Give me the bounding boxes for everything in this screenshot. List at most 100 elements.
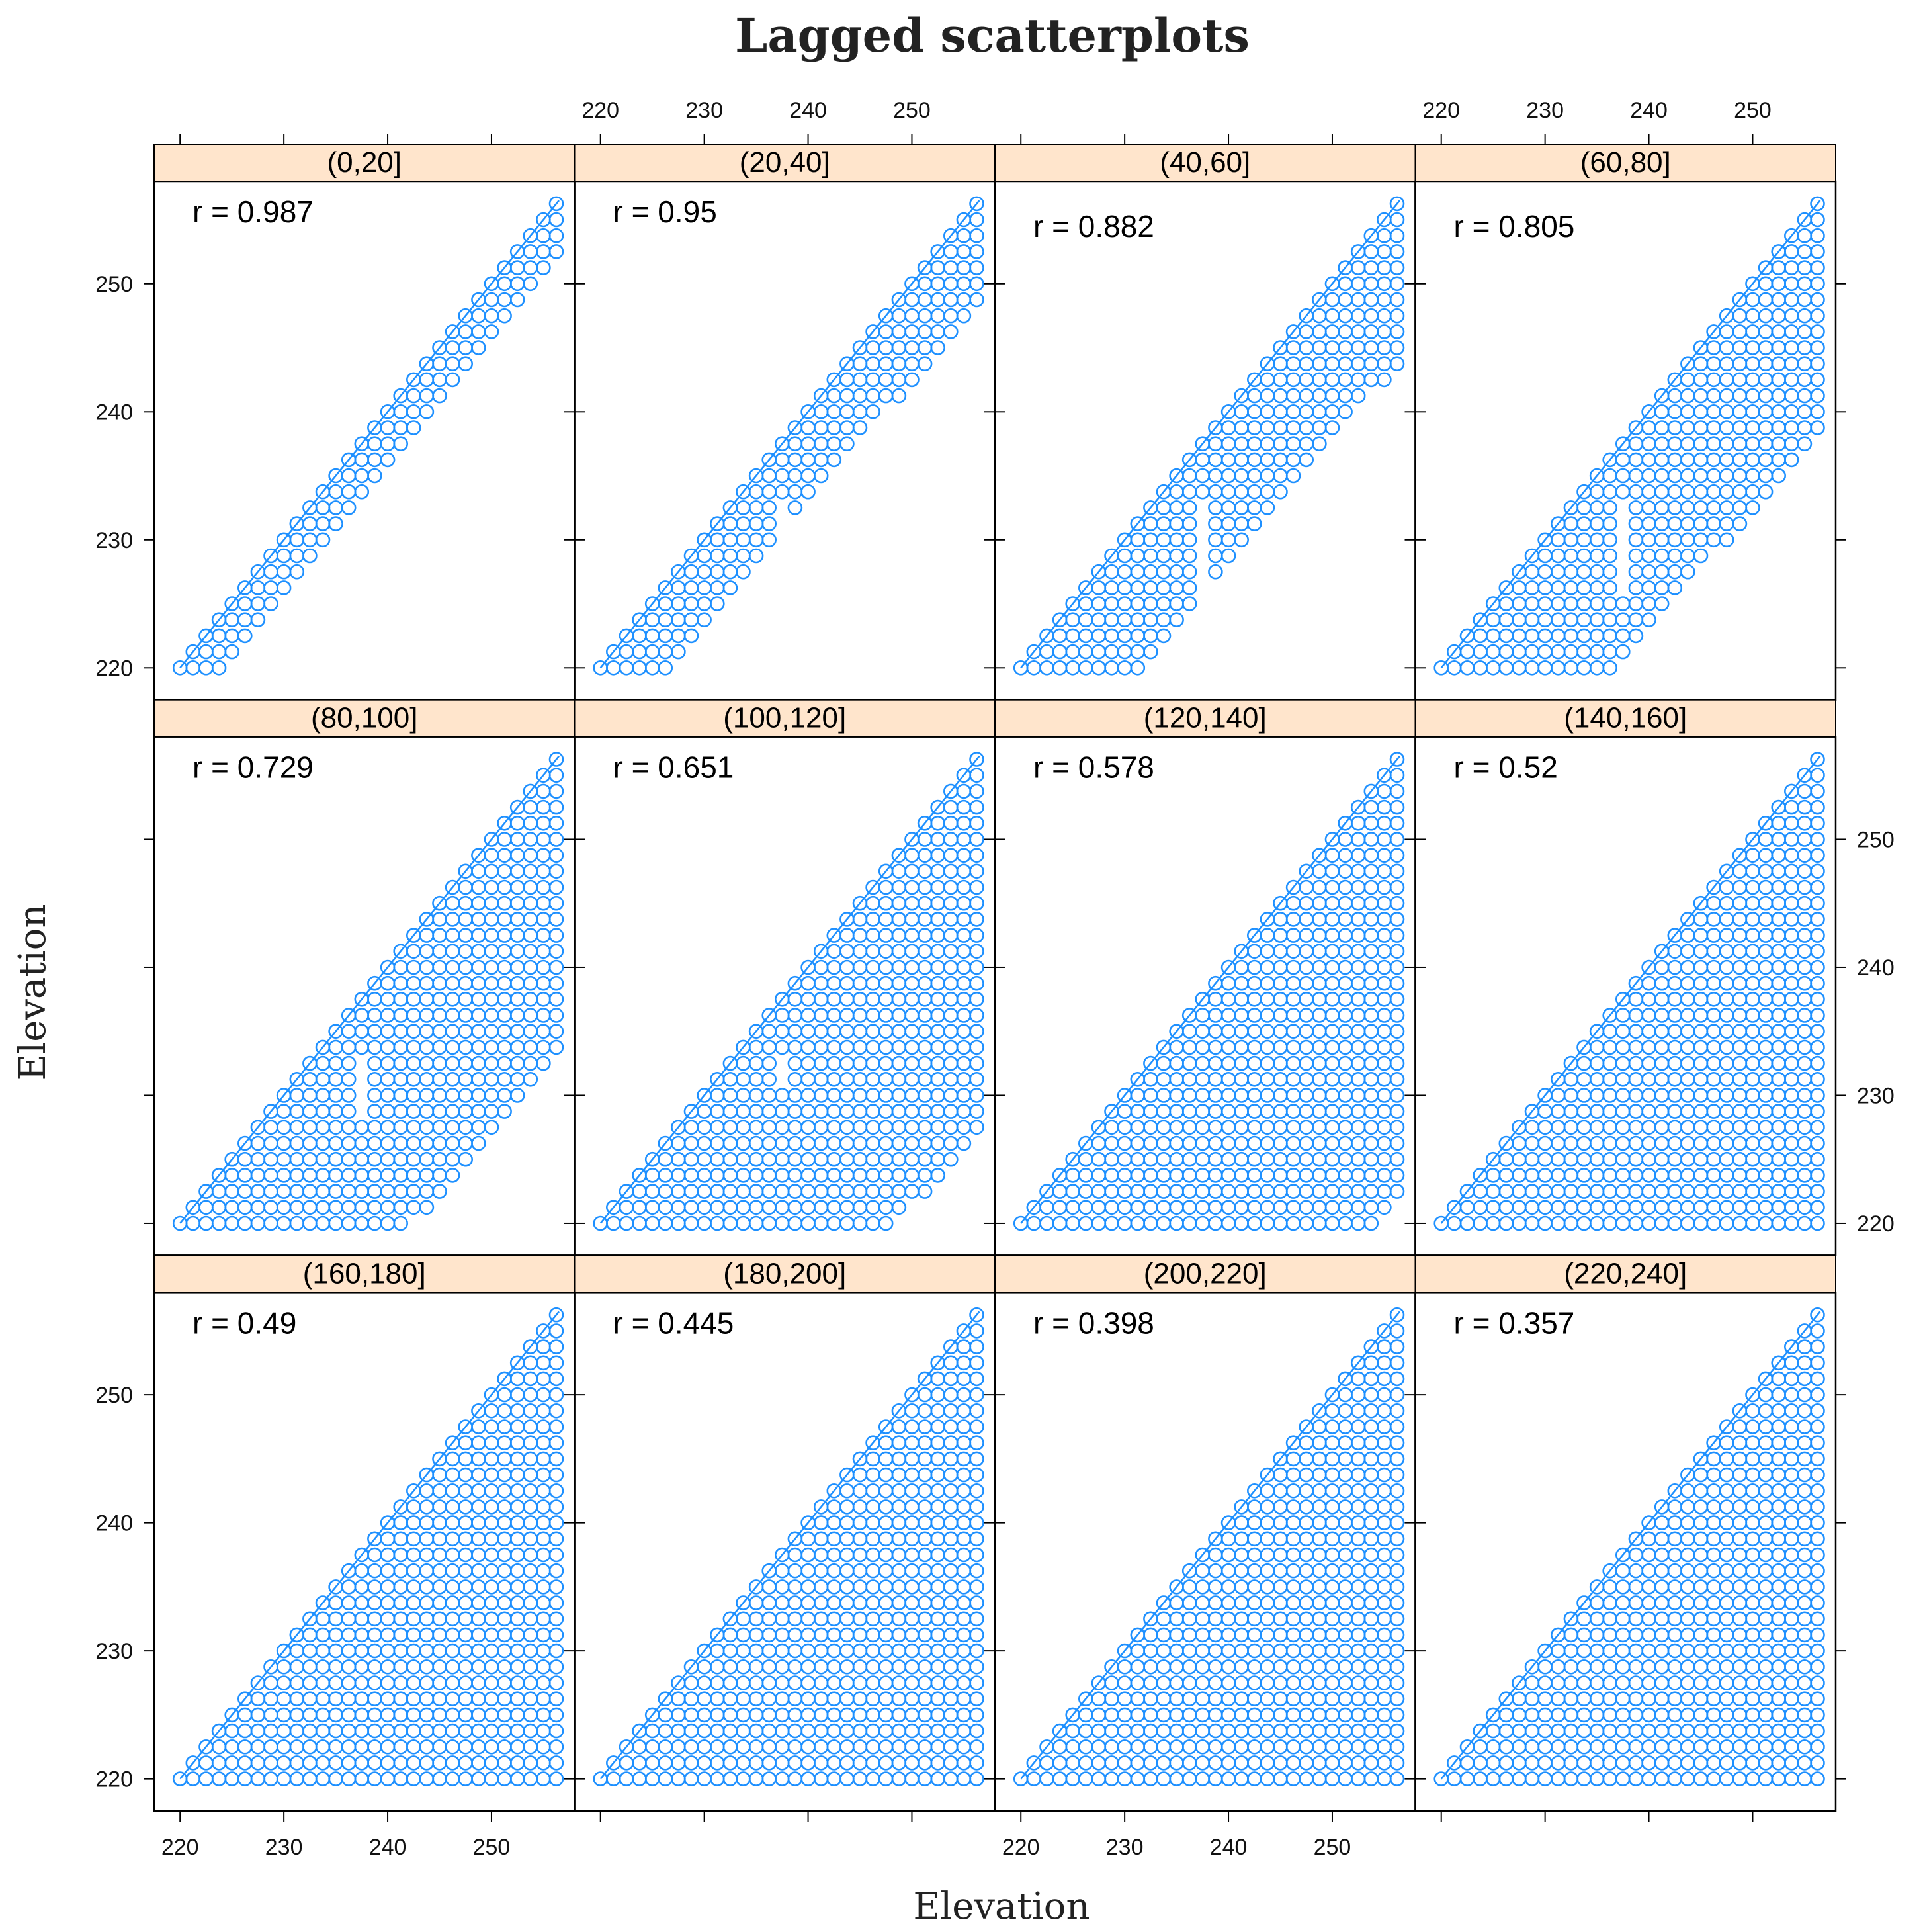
scatter-point (523, 1499, 538, 1515)
scatter-point (904, 1039, 920, 1055)
scatter-point (1732, 1691, 1748, 1706)
scatter-point (865, 1151, 880, 1167)
scatter-point (1260, 1200, 1275, 1215)
scatter-point (619, 1200, 634, 1215)
scatter-point (289, 1739, 305, 1755)
scatter-point (1667, 1707, 1683, 1723)
scatter-point (1654, 1072, 1670, 1087)
scatter-point (1512, 644, 1527, 660)
scatter-point (800, 975, 816, 991)
scatter-point (1312, 1039, 1327, 1055)
scatter-point (445, 944, 460, 959)
scatter-point (406, 1579, 421, 1595)
scatter-point (1156, 548, 1172, 564)
scatter-point (1377, 1643, 1392, 1659)
scatter-point (1350, 1659, 1366, 1675)
scatter-point (354, 1135, 370, 1151)
scatter-point (548, 212, 564, 228)
panel-9-points (172, 1307, 564, 1786)
scatter-point (1260, 452, 1275, 468)
scatter-point (1117, 1184, 1133, 1199)
scatter-point (509, 1039, 525, 1055)
scatter-point (406, 1675, 421, 1690)
scatter-point (1771, 1659, 1786, 1675)
scatter-point (943, 1707, 959, 1723)
scatter-point (1537, 644, 1553, 660)
scatter-point (445, 1723, 460, 1739)
scatter-point (548, 1387, 564, 1403)
scatter-point (432, 1675, 447, 1690)
scatter-point (1602, 580, 1617, 595)
scatter-point (1363, 1739, 1379, 1755)
scatter-point (1784, 928, 1799, 943)
scatter-point (393, 1659, 409, 1675)
scatter-point (432, 1739, 447, 1755)
scatter-point (1234, 1104, 1249, 1119)
scatter-point (445, 340, 460, 355)
scatter-point (1745, 848, 1760, 863)
scatter-point (1745, 1739, 1760, 1755)
scatter-point (1512, 1135, 1527, 1151)
scatter-point (1234, 1215, 1249, 1231)
scatter-point (1363, 1483, 1379, 1499)
scatter-point (891, 372, 907, 388)
scatter-point (1784, 832, 1799, 847)
scatter-point (1247, 484, 1262, 500)
scatter-point (1078, 1739, 1093, 1755)
scatter-point (1641, 1151, 1656, 1167)
scatter-point (1299, 944, 1314, 959)
scatter-point (839, 928, 855, 943)
scatter-point (1324, 1467, 1340, 1483)
scatter-point (536, 1355, 551, 1371)
scatter-point (1797, 340, 1813, 355)
scatter-point (1784, 1771, 1799, 1786)
scatter-point (1208, 548, 1223, 564)
scatter-point (497, 1104, 512, 1119)
scatter-point (1667, 1611, 1683, 1627)
scatter-point (1680, 1039, 1695, 1055)
scatter-point (548, 1419, 564, 1434)
scatter-point (1389, 1323, 1405, 1339)
scatter-point (1143, 1200, 1158, 1215)
scatter-point (969, 1675, 984, 1690)
scatter-point (956, 1355, 972, 1371)
scatter-point (1377, 1691, 1392, 1706)
scatter-point (1551, 580, 1566, 595)
scatter-point (969, 832, 984, 847)
scatter-point (1181, 564, 1197, 580)
scatter-point (1247, 992, 1262, 1007)
scatter-point (1338, 1008, 1353, 1023)
scatter-point (697, 1723, 712, 1739)
scatter-point (1641, 1135, 1656, 1151)
y-tick-label: 220 (95, 1767, 133, 1792)
scatter-point (224, 1184, 240, 1199)
scatter-point (1143, 1120, 1158, 1135)
scatter-point (1589, 1675, 1605, 1690)
scatter-point (1732, 879, 1748, 895)
scatter-point (1576, 1755, 1592, 1771)
scatter-point (683, 1168, 699, 1183)
scatter-point (1389, 1024, 1405, 1039)
scatter-point (878, 1579, 894, 1595)
scatter-point (1377, 944, 1392, 959)
scatter-point (341, 1707, 357, 1723)
scatter-point (1052, 1739, 1068, 1755)
scatter-point (289, 1088, 305, 1103)
scatter-point (1078, 1184, 1093, 1199)
scatter-point (1350, 1008, 1366, 1023)
scatter-point (354, 1771, 370, 1786)
scatter-point (1389, 356, 1405, 372)
scatter-point (445, 1072, 460, 1087)
scatter-point (1797, 1483, 1813, 1499)
scatter-point (393, 1135, 409, 1151)
scatter-point (1771, 1643, 1786, 1659)
scatter-point (484, 1451, 499, 1467)
scatter-point (1181, 1088, 1197, 1103)
scatter-point (1745, 468, 1760, 484)
scatter-point (548, 752, 564, 767)
scatter-point (497, 1755, 512, 1771)
scatter-point (1602, 612, 1617, 628)
scatter-point (969, 1387, 984, 1403)
scatter-point (406, 1611, 421, 1627)
